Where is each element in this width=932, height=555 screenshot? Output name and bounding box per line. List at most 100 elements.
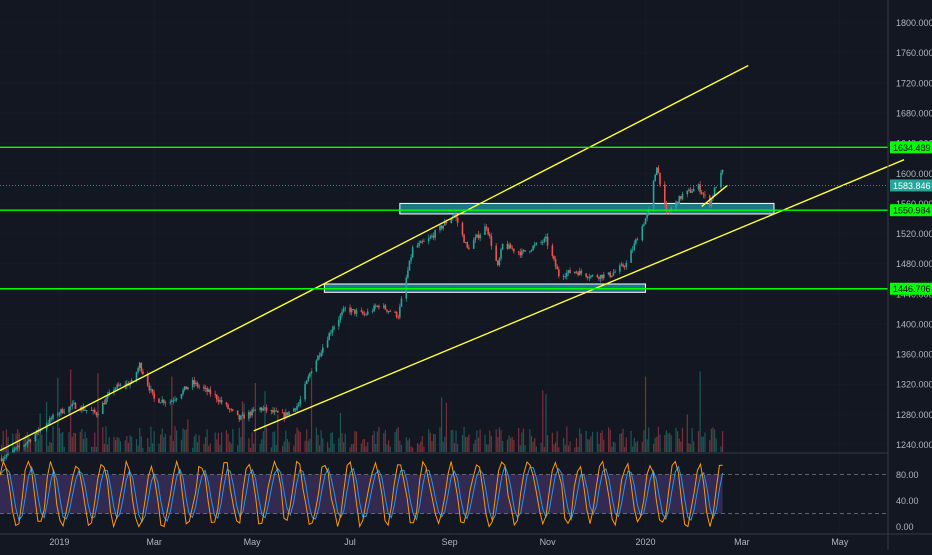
candle-body — [164, 402, 167, 404]
volume-bar — [648, 427, 650, 452]
candle-body — [251, 409, 253, 416]
volume-bar — [408, 438, 411, 452]
volume-bar — [432, 433, 435, 452]
candle-body — [18, 445, 21, 447]
stoch-tick-label: 40.00 — [896, 496, 919, 506]
volume-bar — [542, 390, 544, 452]
candle-body — [60, 409, 62, 414]
volume-bar — [310, 368, 313, 452]
candle-body — [82, 406, 85, 411]
volume-bar — [659, 434, 661, 452]
volume-bar — [63, 446, 65, 452]
volume-bar — [603, 439, 605, 452]
stoch-tick-label: 0.00 — [896, 522, 914, 532]
volume-bar — [216, 439, 218, 452]
volume-bar — [37, 439, 40, 452]
candle-body — [209, 389, 212, 395]
volume-bar — [52, 426, 54, 452]
candle-body — [248, 412, 250, 419]
candle-body — [286, 412, 289, 416]
volume-bar — [349, 447, 351, 452]
volume-bar — [442, 441, 444, 452]
volume-bar — [296, 427, 298, 452]
candle-body — [342, 308, 345, 312]
volume-bar — [579, 428, 581, 452]
volume-bar — [262, 431, 264, 452]
volume-bar — [105, 426, 107, 452]
candle-body — [562, 276, 565, 277]
candle-body — [162, 399, 165, 403]
volume-bar — [677, 431, 679, 452]
volume-bar — [619, 433, 621, 452]
volume-bar — [636, 441, 639, 452]
volume-bar — [485, 444, 488, 452]
candle-body — [288, 411, 290, 416]
candle-body — [588, 277, 591, 279]
candle-body — [444, 221, 446, 226]
volume-bar — [320, 430, 322, 452]
candle-body — [577, 272, 579, 276]
volume-bar — [622, 428, 624, 452]
candle-body — [69, 406, 72, 408]
volume-bar — [58, 428, 61, 452]
candle-body — [175, 398, 178, 400]
candle-body — [387, 311, 390, 312]
candle-body — [692, 188, 695, 192]
candle-body — [713, 187, 716, 196]
candle-body — [521, 250, 523, 256]
volume-bar — [510, 438, 512, 452]
candle-body — [500, 249, 502, 259]
volume-bar — [656, 436, 658, 452]
candle-body — [476, 234, 478, 238]
candle-body — [58, 413, 61, 415]
candle-body — [262, 408, 265, 411]
volume-bar — [479, 429, 481, 452]
level-label-box — [890, 282, 932, 295]
candle-body — [101, 402, 104, 414]
volume-bar — [373, 431, 375, 452]
volume-bar — [495, 429, 497, 452]
candle-body — [619, 265, 621, 272]
candle-body — [585, 273, 587, 277]
candle-body — [607, 272, 610, 275]
volume-bar — [468, 434, 470, 452]
candle-body — [543, 238, 546, 242]
candle-body — [374, 305, 377, 307]
volume-bar — [378, 426, 380, 452]
candle-body — [15, 447, 17, 450]
price-tick-label: 1600.000 — [896, 169, 932, 179]
volume-bar — [49, 441, 51, 452]
volume-bar — [135, 439, 138, 452]
candle-body — [183, 386, 186, 390]
volume-bar — [124, 440, 126, 452]
volume-bar — [275, 445, 277, 452]
candle-body — [490, 236, 493, 246]
candle-body — [558, 269, 560, 277]
candle-body — [150, 389, 152, 391]
volume-bar — [60, 433, 62, 452]
candle-body — [321, 347, 324, 353]
volume-bar — [237, 445, 239, 452]
candle-body — [546, 236, 549, 246]
volume-bar — [686, 414, 688, 452]
price-tick-label: 1720.000 — [896, 78, 932, 88]
candle-body — [541, 241, 544, 243]
candle-body — [710, 198, 713, 207]
volume-bar — [355, 431, 358, 452]
candle-body — [519, 252, 522, 256]
volume-bar — [151, 443, 154, 452]
time-tick-label: Jul — [344, 537, 356, 547]
time-tick-label: Sep — [442, 537, 458, 547]
volume-bar — [710, 428, 712, 452]
price-axis: 1800.0001760.0001720.0001680.0001640.000… — [887, 0, 932, 550]
volume-bar — [249, 447, 252, 452]
volume-bar — [675, 427, 677, 452]
volume-bar — [140, 436, 142, 452]
candle-body — [304, 384, 306, 400]
candle-body — [647, 208, 650, 214]
candle-body — [553, 255, 555, 260]
stoch-d-line — [0, 464, 724, 523]
volume-bar — [126, 436, 128, 452]
candle-body — [630, 250, 632, 263]
